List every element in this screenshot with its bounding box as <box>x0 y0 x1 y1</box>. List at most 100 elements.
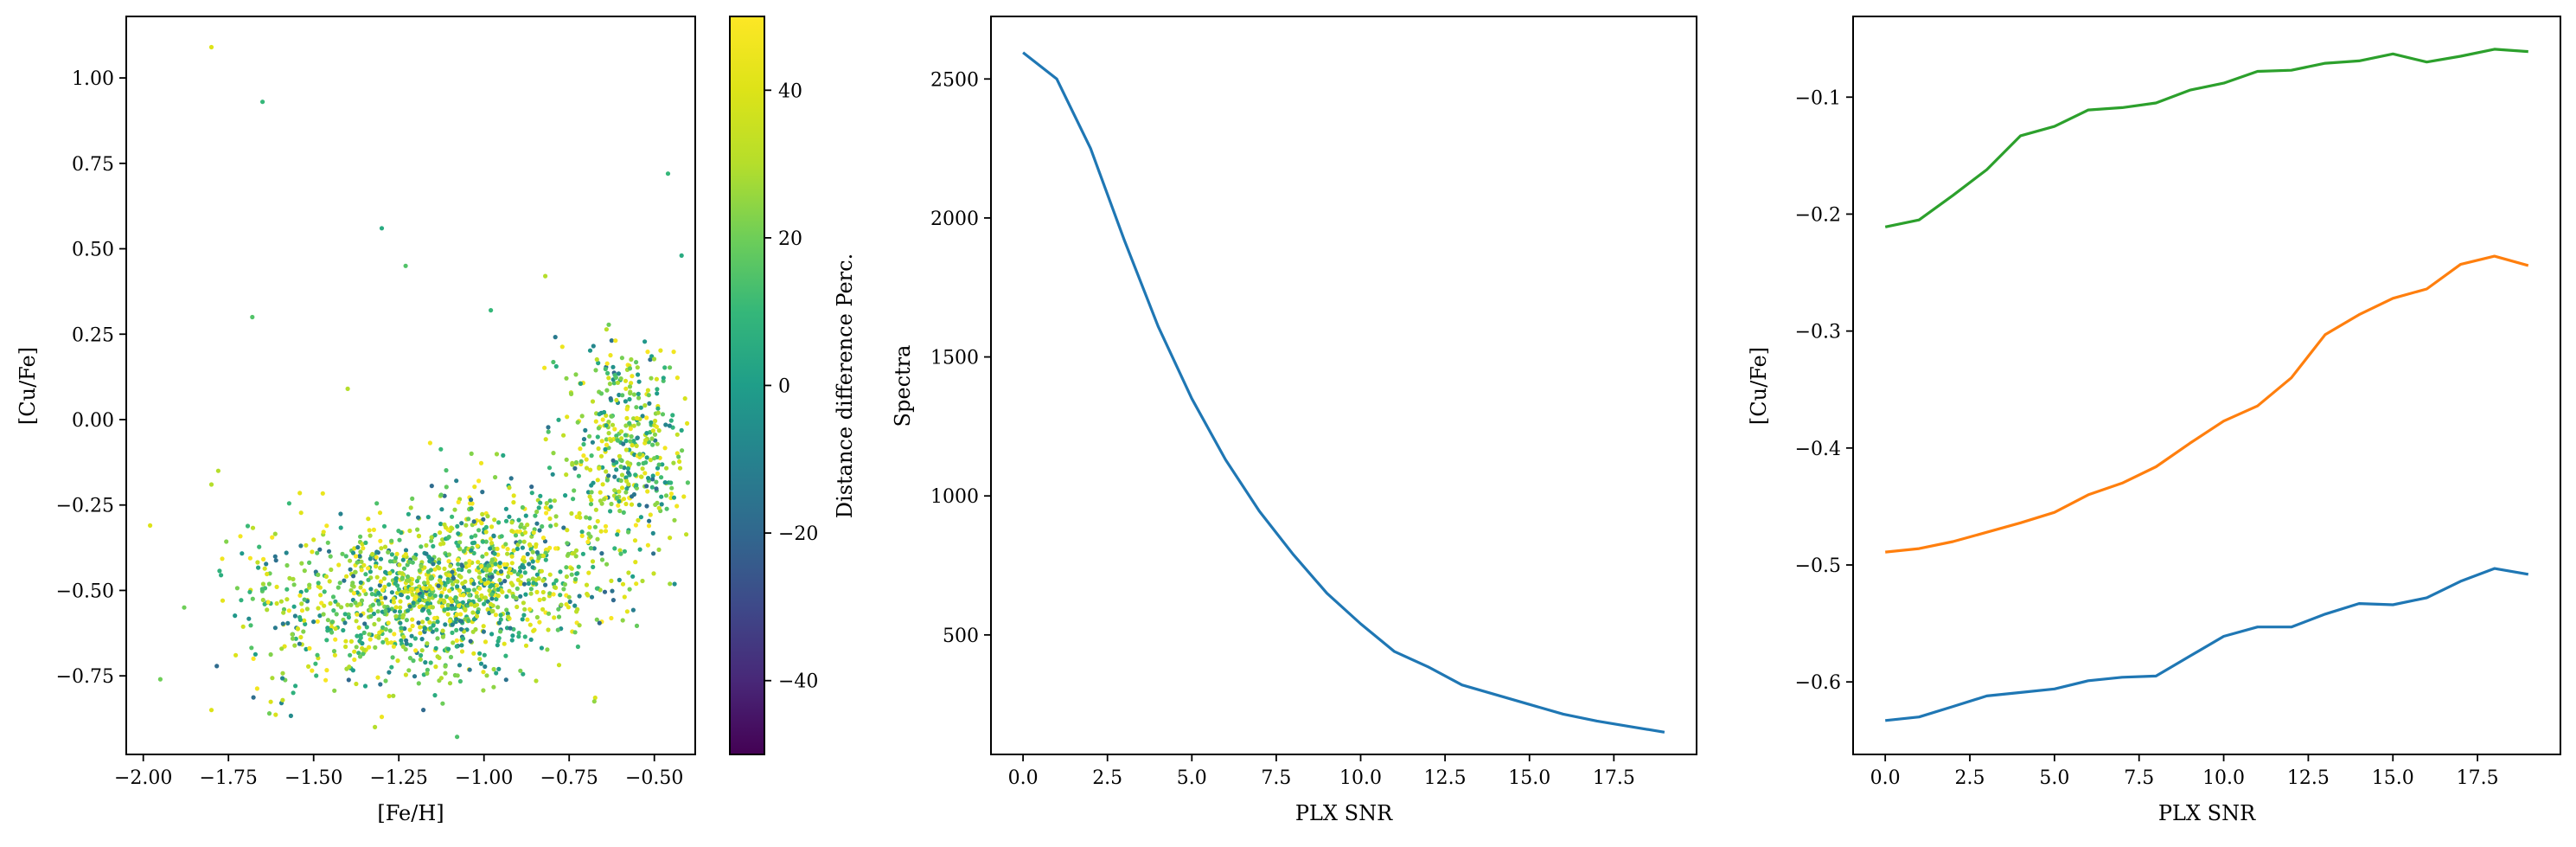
scatter-point <box>324 668 329 673</box>
scatter-point <box>564 574 570 580</box>
scatter-point <box>352 657 357 663</box>
scatter-point <box>361 562 367 568</box>
scatter-point <box>422 581 427 586</box>
scatter-point <box>208 708 214 713</box>
scatter-point <box>636 391 641 396</box>
scatter-point <box>391 693 396 698</box>
scatter-point <box>651 551 656 556</box>
scatter-point <box>427 592 432 597</box>
scatter-point <box>419 544 424 549</box>
scatter-point <box>564 375 569 381</box>
scatter-point <box>534 614 540 620</box>
scatter-point <box>487 588 492 594</box>
scatter-point <box>334 612 339 617</box>
scatter-point <box>655 500 660 506</box>
scatter-point <box>435 619 440 625</box>
scatter-point <box>643 438 649 443</box>
scatter-point <box>655 441 660 446</box>
scatter-point <box>598 391 604 396</box>
scatter-point <box>612 546 617 551</box>
scatter-point <box>651 356 657 362</box>
scatter-point <box>617 577 622 583</box>
scatter-point <box>356 651 361 656</box>
scatter-point <box>274 584 279 590</box>
spectra-x-ticks: 0.0 2.5 5.0 7.5 10.0 12.5 15.0 17.5 <box>1008 754 1635 789</box>
scatter-point <box>610 598 617 603</box>
scatter-point <box>378 565 383 571</box>
scatter-point <box>379 715 385 720</box>
scatter-point <box>491 666 496 672</box>
scatter-point <box>480 554 485 559</box>
scatter-point <box>562 581 568 587</box>
scatter-point <box>357 654 363 659</box>
scatter-point <box>518 668 523 673</box>
scatter-point <box>677 465 683 471</box>
scatter-point <box>291 582 297 587</box>
scatter-point <box>462 585 467 590</box>
scatter-point <box>445 612 451 617</box>
cufe-plot-frame <box>1852 16 2561 755</box>
cufe-y-tick-label: −0.1 <box>1795 87 1841 109</box>
scatter-point <box>471 617 477 622</box>
scatter-point <box>614 467 619 472</box>
scatter-point <box>284 587 290 592</box>
scatter-point <box>331 649 337 654</box>
scatter-point <box>466 618 471 624</box>
scatter-point <box>257 544 262 549</box>
scatter-point <box>533 513 538 518</box>
scatter-point <box>359 559 364 564</box>
scatter-point <box>438 492 444 497</box>
spectra-x-tick-label: 5.0 <box>1177 767 1207 789</box>
scatter-point <box>553 363 559 369</box>
scatter-point <box>559 344 565 350</box>
scatter-point <box>604 423 609 428</box>
cufe-y-axis-label: [Cu/Fe] <box>1747 347 1771 425</box>
scatter-point <box>538 493 543 498</box>
scatter-point <box>240 624 246 629</box>
scatter-point <box>561 525 566 530</box>
scatter-point <box>597 620 602 626</box>
scatter-point <box>476 597 483 603</box>
scatter-point <box>406 608 411 613</box>
scatter-point <box>408 587 413 592</box>
scatter-point <box>353 600 358 606</box>
scatter-point <box>476 528 482 533</box>
scatter-point <box>685 480 691 485</box>
scatter-point <box>366 517 371 522</box>
scatter-point <box>407 559 412 565</box>
scatter-point <box>636 517 641 523</box>
scatter-point <box>571 497 576 502</box>
scatter-point <box>650 530 655 536</box>
scatter-point <box>287 575 292 581</box>
scatter-point <box>520 545 526 550</box>
scatter-point <box>432 594 438 599</box>
scatter-point <box>630 574 636 579</box>
scatter-point <box>467 559 472 564</box>
scatter-point <box>505 611 510 616</box>
scatter-point <box>416 620 421 626</box>
scatter-point <box>474 594 480 600</box>
scatter-point <box>456 531 461 536</box>
scatter-point <box>483 581 488 587</box>
scatter-point <box>238 534 243 539</box>
scatter-point <box>391 644 396 649</box>
scatter-point <box>642 403 648 408</box>
scatter-point <box>614 397 619 403</box>
scatter-point <box>652 456 657 461</box>
scatter-point <box>446 559 451 564</box>
scatter-point <box>208 44 214 50</box>
scatter-point <box>404 618 409 623</box>
scatter-point <box>513 533 519 538</box>
scatter-point <box>315 550 320 555</box>
scatter-point <box>682 396 687 401</box>
scatter-point <box>577 594 582 599</box>
scatter-point <box>234 586 240 591</box>
scatter-point <box>432 567 438 572</box>
scatter-point <box>343 644 348 650</box>
scatter-point <box>468 638 473 644</box>
scatter-point <box>608 353 613 358</box>
scatter-point <box>368 607 374 613</box>
scatter-point <box>260 597 265 603</box>
scatter-point <box>315 619 320 624</box>
scatter-point <box>521 613 527 618</box>
